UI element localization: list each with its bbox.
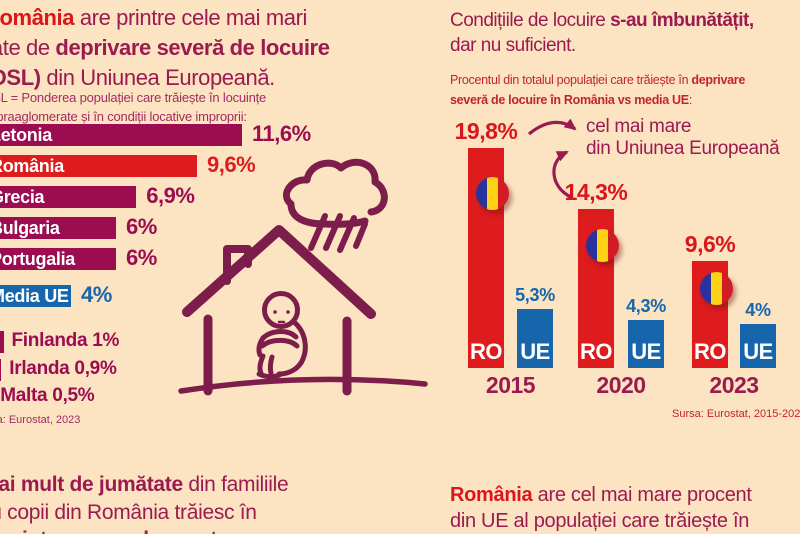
bar-portugalia: Portugalia [0, 248, 116, 270]
right-footer-text: România are cel mai mare procent din UE … [450, 482, 752, 534]
ro-value-label: 19,8% [454, 118, 518, 145]
subtitle-segment: : [688, 92, 693, 107]
bar-irlanda [0, 359, 2, 381]
footer-segment: din familiile [182, 473, 289, 496]
title-segment-bold: deprivare severă de locuire [55, 35, 330, 60]
right-footer-line1: România are cel mai mare procent [450, 482, 752, 508]
annotation-line2: din Uniunea Europeană [586, 138, 780, 159]
ro-series-label: RO [470, 338, 503, 364]
bar-country-value-label: Irlanda 0,9% [9, 358, 117, 379]
ue-value-label: 5,3% [515, 285, 555, 306]
left-subtitle: DSL = Ponderea populației care trăiește … [0, 88, 266, 126]
bar-value-label: 4% [81, 282, 112, 307]
annotation-line1: cel mai mare [586, 116, 692, 137]
bar-country-label: Portugalia [0, 249, 76, 269]
left-footer-line1: mai mult de jumătate din familiile [0, 471, 289, 499]
ground-line [178, 376, 428, 394]
left-footer-text: mai mult de jumătate din familiile cu co… [0, 471, 289, 534]
ue-series-label: UE [743, 338, 773, 364]
ue-value-label: 4% [745, 299, 771, 320]
left-footer-line2: cu copii din România trăiesc în [0, 500, 257, 524]
house-roof-icon [182, 225, 376, 319]
right-subtitle-line1: Procentul din totalul populației care tr… [450, 71, 745, 91]
bar-value-label: 11,6% [252, 121, 311, 146]
title-segment: are printre cele mai mari [74, 5, 308, 30]
romania-flag-icon [476, 177, 509, 211]
bar-media-ue: Media UE [0, 285, 71, 307]
year-label: 2023 [709, 372, 759, 398]
rain-cloud-icon [283, 158, 388, 228]
child-figure-icon [256, 291, 308, 380]
left-title: România are printre cele mai mari rate d… [0, 3, 330, 93]
ro-value-label: 14,3% [564, 179, 628, 206]
bar-country-label: Media UE [0, 286, 69, 306]
house-chimney-icon [223, 245, 252, 285]
bar-country-label: România [0, 156, 64, 176]
romania-flag-icon [700, 272, 733, 306]
subtitle-segment-bold: deprivare [691, 73, 745, 87]
left-title-line2: rate de deprivare severă de locuire [0, 33, 330, 63]
right-title-line2: dar nu suficient. [450, 35, 576, 56]
bar-românia: România [0, 155, 197, 177]
subtitle-segment-bold: severă de locuire în România vs media UE [450, 92, 689, 107]
bar-country-label: Grecia [0, 187, 45, 207]
right-title: Condițiile de locuire s-au îmbunătățit, … [450, 8, 754, 58]
bar-value-label: 6% [126, 214, 157, 239]
bar-finlanda [0, 331, 4, 353]
left-footer-line3: locuințe supraaglomerate [0, 526, 288, 534]
left-subtitle-line1: DSL = Ponderea populației care trăiește … [0, 90, 267, 105]
right-subtitle-line2: severă de locuire în România vs media UE… [450, 91, 745, 111]
ue-series-label: UE [631, 338, 661, 364]
left-title-line1: România are printre cele mai mari [0, 3, 330, 33]
left-chart-source: Sursa: Eurostat, 2023 [0, 414, 81, 426]
ue-bar-2023: UE [740, 323, 776, 368]
subtitle-segment: Procentul din totalul populației care tr… [450, 73, 692, 87]
ro-value-label: 9,6% [684, 231, 736, 258]
romania-flag-icon [586, 229, 619, 263]
year-label: 2015 [485, 372, 536, 398]
footer-segment-bold: mai mult de jumătate [0, 473, 183, 496]
right-chart-source: Sursa: Eurostat, 2015-2023 [672, 408, 800, 420]
ue-bar-2020: UE [628, 320, 664, 368]
bar-country-value-label: Finlanda 1% [11, 330, 120, 351]
right-footer-line2: din UE al populației care trăiește în [450, 510, 750, 532]
title-segment: din Uniunea Europeană. [40, 65, 275, 90]
bar-country-label: Bulgaria [0, 218, 60, 238]
bar-country-value-label: Malta 0,5% [0, 385, 95, 406]
bar-letonia: Letonia [0, 124, 242, 146]
left-subtitle-line2: supraaglomerate și în condiții locative … [0, 109, 247, 124]
ro-series-label: RO [694, 338, 727, 364]
title-segment: Condițiile de locuire [450, 10, 611, 31]
chart-annotation: cel mai mare din Uniunea Europeană [586, 116, 780, 160]
rain-icon [308, 213, 368, 253]
title-highlight-romania: România [0, 5, 75, 30]
right-title-line1: Condițiile de locuire s-au îmbunătățit, [450, 8, 754, 33]
bar-value-label: 9,6% [207, 152, 256, 177]
title-segment-bold: (DSL) [0, 65, 41, 90]
ue-value-label: 4,3% [626, 296, 666, 317]
bar-grecia: Grecia [0, 186, 137, 208]
ro-series-label: RO [580, 338, 613, 364]
left-title-line3: (DSL) din Uniunea Europeană. [0, 63, 330, 93]
bar-value-label: 6% [126, 245, 157, 270]
title-segment-bold: s-au îmbunătățit, [610, 10, 754, 31]
house-illustration [178, 158, 428, 396]
bar-country-label: Letonia [0, 125, 52, 145]
year-label: 2020 [596, 372, 646, 398]
footer-segment: are cel mai mare procent [532, 484, 752, 506]
footer-highlight-romania: România [450, 484, 533, 506]
ue-series-label: UE [520, 338, 550, 364]
ue-bar-2015: UE [517, 309, 553, 368]
right-subtitle: Procentul din totalul populației care tr… [450, 71, 745, 110]
title-segment: rate de [0, 35, 50, 60]
bar-bulgaria: Bulgaria [0, 217, 116, 239]
bar-value-label: 6,9% [146, 183, 195, 208]
